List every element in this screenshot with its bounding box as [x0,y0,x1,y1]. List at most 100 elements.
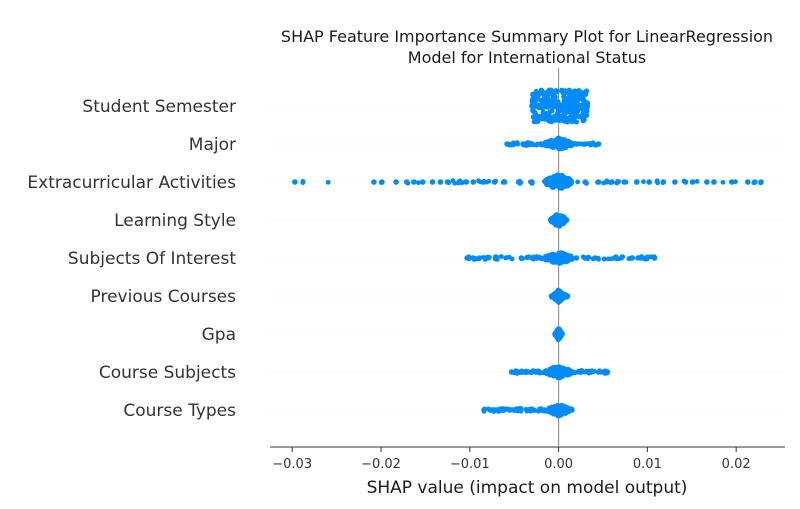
shap-point [509,256,515,262]
shap-point [393,179,399,185]
shap-point [541,116,548,122]
shap-point [563,217,570,223]
shap-point [557,260,563,266]
shap-point [561,255,566,260]
shap-point [538,103,544,109]
shap-point [533,369,540,375]
shap-point [529,255,535,261]
shap-point [554,292,560,298]
shap-point [582,369,588,375]
shap-point [569,369,575,375]
shap-point [720,179,726,185]
shap-point [501,179,508,185]
shap-point [611,255,618,261]
shap-point [573,103,580,109]
shap-point [491,179,498,185]
shap-point [682,179,689,185]
shap-point [552,368,558,374]
shap-point [758,179,764,185]
shap-point [437,179,444,185]
shap-point [574,93,580,99]
feature-label: Course Subjects [99,363,236,383]
feature-label: Gpa [202,325,236,345]
shap-point [503,255,508,261]
shap-point [416,180,421,186]
feature-point-row [464,250,658,266]
shap-point [538,255,544,261]
shap-point [548,140,553,146]
shap-point [487,407,494,413]
chart-title-line-2: Model for International Status [408,48,646,67]
shap-point [651,255,658,261]
shap-point [557,368,563,374]
shap-point [403,179,410,185]
shap-point [544,95,551,101]
shap-point [549,98,555,104]
shap-point [544,89,550,95]
shap-point [538,141,544,147]
feature-label: Extracurricular Activities [27,173,236,193]
x-tick-label: 0.02 [722,457,751,472]
shap-points [292,87,764,419]
shap-point [620,254,626,260]
shap-point [558,406,564,412]
shap-point [535,118,541,124]
shap-point [558,374,565,380]
shap-point [589,141,596,147]
shap-point [538,87,544,93]
shap-point [616,256,622,262]
shap-point [502,406,508,412]
shap-point [512,407,518,413]
shap-point [577,103,584,109]
shap-point [470,179,477,185]
shap-point [573,141,580,147]
feature-label: Major [189,135,236,155]
shap-point [568,179,574,185]
feature-label: Course Types [123,401,236,421]
shap-point [511,141,517,147]
shap-point [654,178,660,184]
shap-point [560,103,566,109]
shap-point [518,255,525,261]
shap-point [629,255,636,261]
feature-point-row [292,172,764,191]
shap-point [609,179,615,185]
shap-point [582,179,589,185]
shap-point [550,184,557,190]
feature-point-row [552,326,565,343]
shap-point [577,369,584,375]
shap-point [508,369,515,375]
feature-point-row [504,135,602,152]
shap-point [524,369,531,375]
x-axis-label: SHAP value (impact on model output) [367,478,688,498]
shap-point [555,217,561,223]
shap-point [646,179,652,185]
shap-point [689,179,696,185]
shap-point [582,103,589,109]
shap-point [300,178,306,184]
shap-point [565,368,571,374]
shap-point [562,115,568,121]
shap-point [550,90,557,97]
shap-point [481,407,487,413]
shap-point [450,178,456,183]
shap-point [562,88,569,94]
shap-point [542,112,548,118]
x-tick-label: 0.01 [633,457,662,472]
shap-point [541,179,547,184]
shap-point [595,179,602,185]
shap-point [580,112,587,118]
shap-point [604,179,610,185]
shap-point [552,115,558,121]
shap-point [456,179,462,185]
shap-point [498,254,504,259]
shap-point [557,185,563,191]
shap-point [379,179,385,185]
shap-point [549,108,555,114]
feature-label: Learning Style [114,211,236,231]
feature-label: Subjects Of Interest [68,249,236,269]
feature-labels: Student Semester Major Extracurricular Act… [27,97,236,421]
shap-point [533,103,540,109]
shap-point [529,103,535,109]
shap-point [546,112,552,118]
